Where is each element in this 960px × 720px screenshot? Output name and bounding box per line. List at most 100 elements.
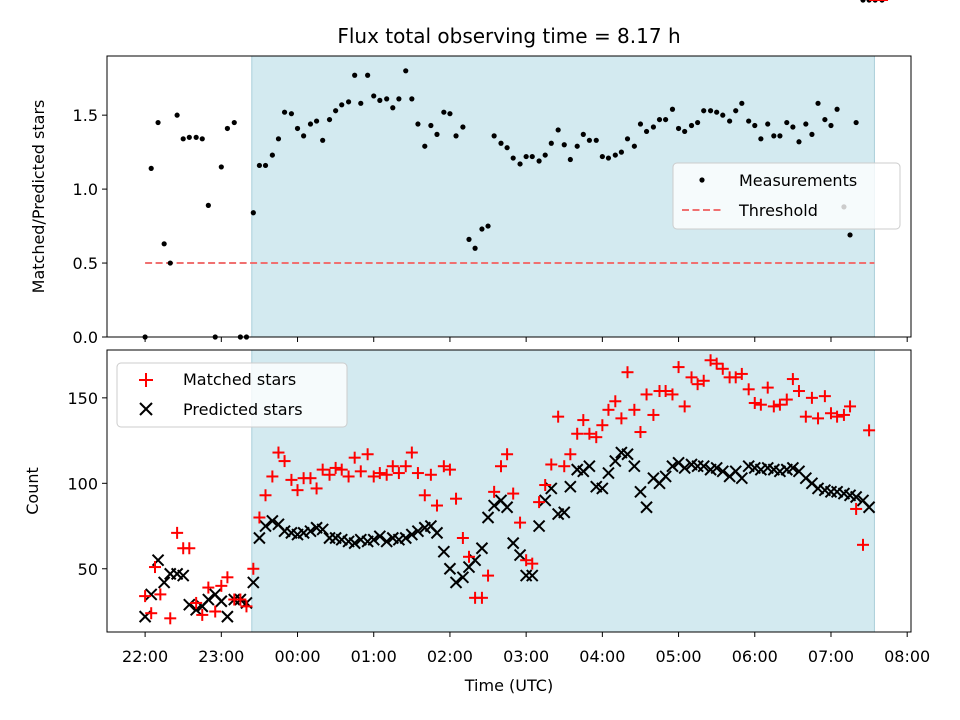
count-legend: Matched stars Predicted stars xyxy=(116,362,348,428)
matched-star-point xyxy=(367,470,380,483)
measurement-point xyxy=(784,119,790,126)
measurement-point xyxy=(517,161,523,167)
matched-star-point xyxy=(323,468,336,481)
matched-star-point xyxy=(716,362,729,375)
measurement-point xyxy=(333,108,339,114)
measurement-point xyxy=(460,124,466,130)
measurement-point xyxy=(155,119,161,126)
measurement-point xyxy=(326,116,333,123)
legend-measurements-label: Measurements xyxy=(739,171,857,190)
predicted-star-point xyxy=(437,545,451,558)
matched-star-point xyxy=(850,502,863,515)
predicted-star-point xyxy=(666,460,679,473)
measurement-point xyxy=(428,122,434,129)
matched-star-point xyxy=(856,538,869,551)
matched-star-point xyxy=(685,371,698,384)
measurement-point xyxy=(536,158,542,164)
matched-star-point xyxy=(164,612,177,625)
legend-predicted-label: Predicted stars xyxy=(183,400,303,419)
matched-stars-points xyxy=(139,0,889,625)
matched-star-point xyxy=(202,581,215,594)
matched-star-point xyxy=(247,562,260,575)
measurement-point xyxy=(752,122,758,129)
measurement-point xyxy=(828,122,834,129)
x-tick-label: 03:00 xyxy=(503,647,549,666)
ratio-panel: 0.0 0.5 1.0 1.5 Matched/Predicted stars Mea… xyxy=(29,0,912,347)
matched-star-point xyxy=(171,526,184,539)
measurement-point xyxy=(434,131,440,137)
matched-star-point xyxy=(418,489,431,502)
matched-star-point xyxy=(792,385,805,398)
measurement-point xyxy=(758,136,764,142)
measurement-point xyxy=(453,133,459,139)
predicted-star-point xyxy=(513,548,527,562)
predicted-star-point xyxy=(475,542,489,555)
predicted-star-point xyxy=(735,471,749,485)
matched-star-point xyxy=(583,427,596,440)
matched-star-point xyxy=(348,451,361,464)
measurement-point xyxy=(853,119,859,126)
matched-star-point xyxy=(411,467,424,480)
matched-star-point xyxy=(285,473,298,486)
measurement-point xyxy=(218,164,224,170)
matched-star-point xyxy=(399,460,412,473)
measurement-point xyxy=(339,102,345,108)
measurement-point xyxy=(409,96,415,102)
measurement-point xyxy=(548,140,554,146)
measurement-point xyxy=(466,236,472,242)
legend-predicted-marker xyxy=(139,402,153,416)
measurement-point xyxy=(313,118,320,124)
predicted-star-point xyxy=(500,501,514,514)
matched-star-point xyxy=(266,470,279,483)
measurement-point xyxy=(262,162,269,169)
matched-star-point xyxy=(494,460,507,473)
measurement-point xyxy=(612,152,618,158)
predicted-star-point xyxy=(786,461,800,475)
predicted-star-point xyxy=(558,506,571,519)
matched-star-point xyxy=(482,569,495,582)
matched-star-point xyxy=(844,400,857,413)
count-legend-box xyxy=(116,362,348,428)
predicted-star-point xyxy=(183,598,196,611)
matched-star-point xyxy=(602,403,615,416)
matched-star-point xyxy=(577,414,590,427)
x-tick-label: 04:00 xyxy=(579,647,625,666)
measurement-point xyxy=(186,134,192,140)
predicted-star-point xyxy=(266,514,279,528)
measurement-point xyxy=(504,145,510,151)
measurement-point xyxy=(294,125,301,132)
predicted-star-point xyxy=(316,523,329,536)
matched-star-point xyxy=(234,593,247,606)
predicted-star-point xyxy=(583,460,596,473)
matched-star-point xyxy=(659,385,672,398)
measurement-point xyxy=(771,133,777,139)
x-tick-label: 05:00 xyxy=(656,647,702,666)
measurement-point xyxy=(422,143,428,149)
matched-star-point xyxy=(291,484,304,497)
matched-star-point xyxy=(278,455,291,468)
x-tick-label: 22:00 xyxy=(122,647,168,666)
matched-star-point xyxy=(780,393,793,406)
matched-star-point xyxy=(215,579,228,592)
matched-star-point xyxy=(552,410,565,423)
predicted-star-point xyxy=(710,461,723,475)
predicted-star-point xyxy=(367,533,380,546)
matched-star-point xyxy=(430,499,443,512)
measurement-point xyxy=(599,153,605,160)
matched-star-point xyxy=(735,367,748,380)
matched-star-point xyxy=(545,458,558,471)
matched-star-point xyxy=(533,496,546,509)
matched-star-point xyxy=(380,468,393,481)
matched-star-point xyxy=(564,448,577,461)
y-tick-label: 1.0 xyxy=(73,180,98,199)
measurement-point xyxy=(441,109,447,115)
matched-star-point xyxy=(754,398,767,411)
measurement-point xyxy=(542,152,548,158)
legend-matched-label: Matched stars xyxy=(183,370,296,389)
measurement-point xyxy=(637,121,644,127)
count-axes-frame xyxy=(106,349,912,633)
matched-star-point xyxy=(145,607,158,620)
matched-star-point xyxy=(742,383,755,396)
matched-star-point xyxy=(272,446,285,459)
matched-star-point xyxy=(831,410,844,423)
